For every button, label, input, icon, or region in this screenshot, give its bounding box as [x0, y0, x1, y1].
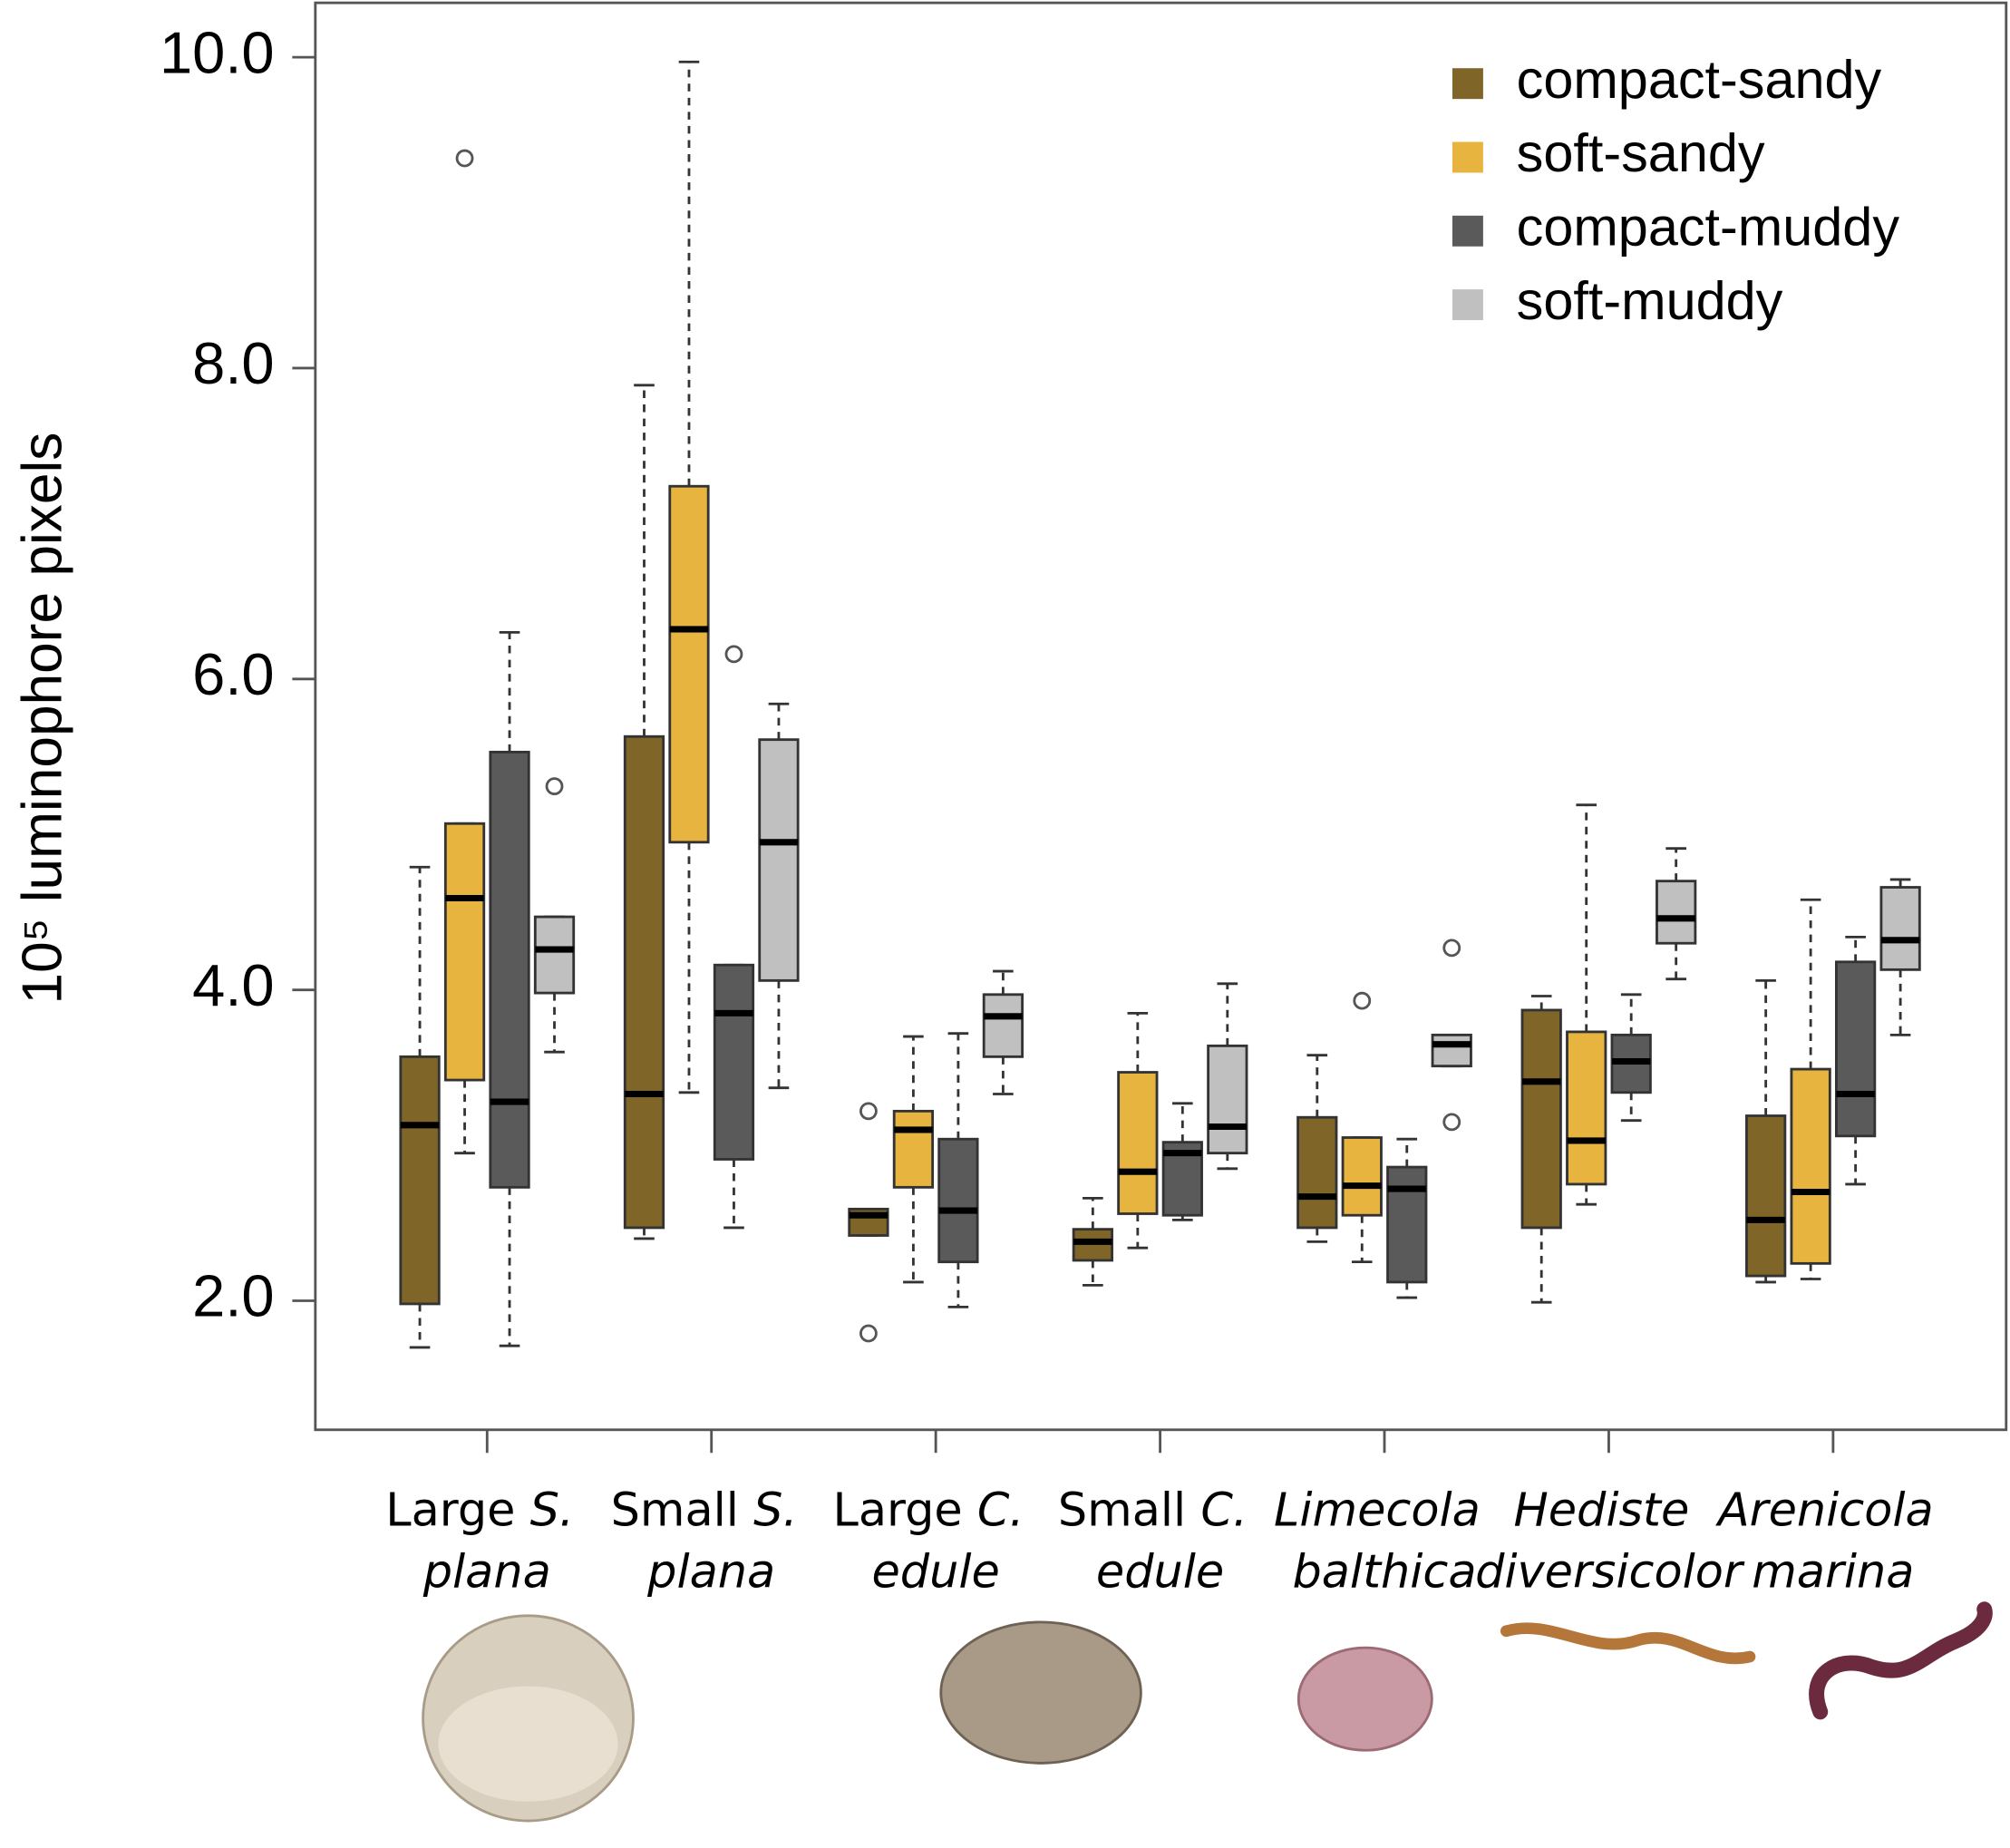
box [1207, 1044, 1248, 1155]
box-group [1341, 991, 1383, 1264]
box-group [937, 1032, 979, 1308]
box-group [623, 384, 665, 1240]
box [1566, 1030, 1607, 1186]
box-group [758, 702, 800, 1090]
worm-image [1500, 1622, 1756, 1665]
box-group [1386, 1137, 1428, 1299]
box-group [1296, 1054, 1338, 1243]
box-group [982, 969, 1024, 1095]
box-group [1431, 939, 1472, 1132]
x-tick-label: Large C. edule [833, 1484, 1039, 1600]
box-group [443, 149, 486, 1155]
box-group [1835, 935, 1877, 1186]
box [713, 963, 755, 1161]
box-group [892, 1035, 935, 1284]
legend-swatch [1452, 289, 1483, 321]
x-tick-label: Large S. plana [385, 1484, 588, 1600]
box [1431, 1033, 1472, 1068]
box-group [1610, 993, 1652, 1123]
x-tick-label: Limecola balthica [1274, 1484, 1495, 1600]
box-group [1072, 1196, 1113, 1287]
box-group [713, 645, 755, 1230]
y-axis-label: 10⁵ luminophore pixels [11, 433, 73, 1005]
outlier [1353, 991, 1372, 1010]
box [533, 915, 576, 995]
legend-swatch [1452, 215, 1483, 247]
box-group [1117, 1011, 1159, 1250]
box [1341, 1136, 1383, 1217]
box [1745, 1114, 1787, 1278]
box [1520, 1008, 1562, 1230]
box [1879, 886, 1921, 971]
y-tick-label: 2.0 [192, 1263, 274, 1329]
box-group [533, 777, 576, 1054]
box [1386, 1165, 1428, 1284]
outlier [859, 1102, 878, 1121]
legend-label: compact-sandy [1517, 49, 1882, 110]
y-tick-label: 6.0 [192, 641, 274, 707]
box [1656, 880, 1697, 945]
legend-label: soft-sandy [1517, 122, 1765, 183]
legend-label: compact-muddy [1517, 196, 1900, 257]
box-group [1207, 982, 1248, 1171]
box [443, 822, 486, 1082]
shell-image [939, 1620, 1142, 1765]
outlier [455, 149, 474, 168]
box-group [668, 60, 710, 1094]
box [758, 738, 800, 982]
outlier [545, 777, 564, 795]
box [668, 484, 710, 844]
x-tick-label: Small C. edule [1058, 1484, 1262, 1600]
box [937, 1137, 979, 1264]
box-group [848, 1102, 889, 1343]
box [399, 1055, 441, 1306]
shell-image [1296, 1646, 1433, 1752]
y-tick-label: 10.0 [160, 19, 275, 85]
box [1296, 1115, 1338, 1230]
box-group [399, 865, 441, 1349]
legend-swatch [1452, 68, 1483, 100]
organism-images [422, 1601, 1993, 1823]
box [892, 1109, 935, 1189]
box-group [1566, 803, 1607, 1206]
box-group [1879, 878, 1921, 1036]
box [982, 993, 1024, 1058]
box-group [1790, 898, 1831, 1280]
shell-image [438, 1686, 618, 1802]
outlier [1442, 1113, 1461, 1132]
box-group [1520, 995, 1562, 1304]
worm-image [1809, 1601, 1993, 1720]
legend-swatch [1452, 141, 1483, 173]
x-tick-label: Hediste diversicolor [1475, 1484, 1745, 1600]
y-tick-label: 8.0 [192, 330, 274, 396]
box [623, 734, 665, 1230]
legend-label: soft-muddy [1517, 270, 1783, 331]
box [1835, 960, 1877, 1138]
outlier [1442, 939, 1461, 958]
outlier [724, 645, 743, 664]
box-group [1745, 978, 1787, 1284]
box-group [1161, 1102, 1203, 1221]
box [1790, 1067, 1831, 1265]
box-group [1656, 847, 1697, 981]
x-tick-label: Small S. plana [611, 1484, 812, 1600]
outlier [859, 1324, 878, 1343]
box-group [489, 630, 530, 1347]
x-tick-label: Arenicola marina [1715, 1484, 1948, 1600]
y-tick-label: 4.0 [192, 952, 274, 1018]
box [489, 750, 530, 1189]
box [1117, 1071, 1159, 1215]
